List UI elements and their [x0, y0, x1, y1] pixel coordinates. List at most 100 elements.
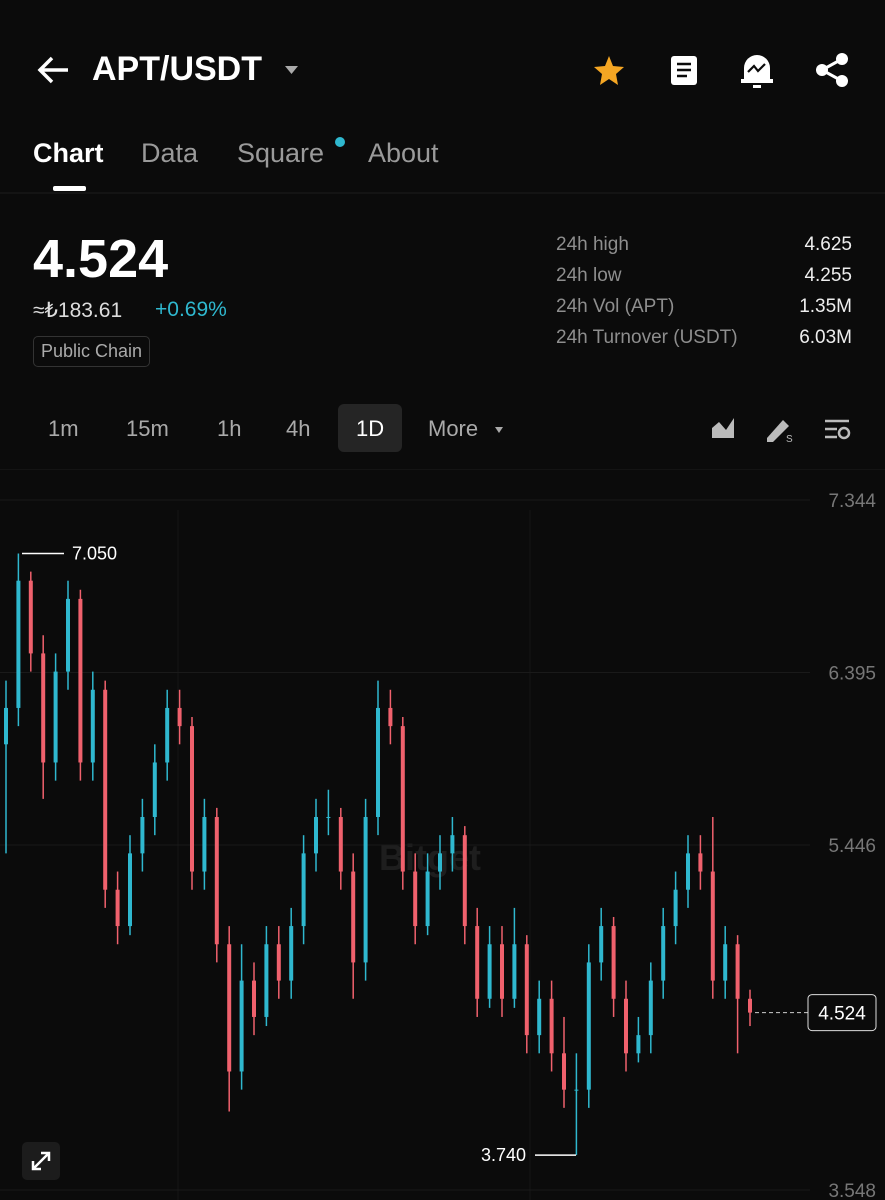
- low-marker-label: 3.740: [481, 1145, 526, 1165]
- chart-type-icon[interactable]: [710, 418, 736, 440]
- interval[interactable]: 15m: [126, 416, 169, 441]
- candle-body: [425, 871, 430, 927]
- stat-label: 24h high: [556, 234, 629, 255]
- candle-body: [239, 980, 244, 1072]
- candle-body: [376, 707, 380, 818]
- high-marker-label: 7.050: [72, 543, 117, 563]
- indicator-icon[interactable]: [825, 419, 851, 440]
- candle-body: [301, 853, 306, 927]
- price-chart: Bitget 7.3446.3955.4463.5487.0503.7404.5…: [0, 491, 877, 1200]
- candle-body: [388, 707, 393, 727]
- y-tick-label: 7.344: [828, 491, 876, 512]
- candle-body: [276, 944, 281, 981]
- candle-body: [673, 889, 678, 927]
- candle-body: [400, 726, 405, 872]
- last-price-box: [807, 994, 877, 1032]
- candle-body: [735, 944, 740, 999]
- candle-body: [710, 871, 715, 981]
- pair-title[interactable]: APT/USDT: [92, 50, 262, 88]
- svg-text:S: S: [786, 434, 793, 445]
- interval[interactable]: 1D: [356, 416, 385, 441]
- candle-body: [103, 689, 108, 890]
- stat-label: 24h Vol (APT): [556, 296, 675, 317]
- stat-label: 24h Turnover (USDT): [556, 327, 738, 348]
- candle-body: [165, 707, 170, 763]
- candle-body: [90, 689, 95, 763]
- candle-body: [152, 762, 157, 818]
- candle-body: [438, 853, 442, 872]
- candle-body: [177, 707, 182, 727]
- y-tick-label: 3.548: [828, 1181, 876, 1200]
- candle-body: [28, 580, 33, 654]
- interval-active-bg: [338, 404, 402, 452]
- last-price: 4.524: [33, 229, 169, 289]
- active-tab-indicator: [53, 186, 86, 191]
- tab[interactable]: Square: [237, 138, 325, 168]
- candle-body: [748, 998, 752, 1013]
- stat-value: 4.255: [804, 265, 852, 286]
- drawing-icon[interactable]: S: [767, 420, 793, 445]
- candle-body: [462, 835, 467, 927]
- candle-body: [202, 817, 207, 872]
- candle-body: [115, 889, 120, 927]
- alert-icon[interactable]: [741, 55, 773, 88]
- candle-body: [487, 944, 492, 999]
- tab[interactable]: Chart: [33, 138, 104, 168]
- candle-body: [252, 980, 256, 1017]
- candle-body: [686, 853, 690, 890]
- more-dropdown[interactable]: [495, 427, 503, 433]
- candle-body: [450, 835, 455, 854]
- category-tag[interactable]: Public Chain: [33, 336, 151, 367]
- candle-body: [289, 926, 294, 981]
- last-price-label: 4.524: [818, 1004, 866, 1025]
- pair-dropdown[interactable]: [285, 66, 298, 74]
- notes-icon[interactable]: [671, 56, 697, 85]
- candle-body: [636, 1035, 641, 1054]
- candle-body: [475, 926, 480, 999]
- candle-body: [512, 944, 517, 999]
- expand-button[interactable]: [22, 1142, 60, 1180]
- square-badge: [335, 137, 345, 147]
- candle-body: [537, 998, 542, 1036]
- fiat-price: ≈₺183.61: [33, 299, 123, 322]
- candle-body: [624, 998, 628, 1054]
- candle-body: [140, 817, 145, 854]
- candle-body: [574, 1089, 579, 1091]
- candle-body: [227, 944, 232, 1072]
- stat-value: 1.35M: [799, 296, 852, 317]
- candle-body: [78, 598, 83, 763]
- candle-body: [413, 871, 418, 927]
- candle-body: [524, 944, 529, 1036]
- candle-body: [661, 926, 666, 981]
- candle-body: [611, 926, 616, 999]
- stat-value: 4.625: [804, 234, 852, 255]
- candle-body: [562, 1053, 566, 1090]
- interval[interactable]: 4h: [286, 416, 311, 441]
- candle-body: [351, 871, 356, 963]
- candle-body: [66, 598, 70, 672]
- candle-body: [128, 853, 132, 927]
- y-tick-label: 5.446: [828, 836, 876, 857]
- favorite-star[interactable]: [594, 56, 624, 85]
- candle-body: [326, 817, 331, 819]
- share-icon[interactable]: [816, 53, 848, 87]
- candle-body: [53, 671, 58, 763]
- candle-body: [16, 580, 21, 708]
- candle-body: [363, 817, 368, 963]
- back-arrow[interactable]: [37, 56, 68, 84]
- candle-body: [500, 944, 504, 999]
- candle-body: [41, 653, 46, 763]
- candle-body: [599, 926, 604, 963]
- candle-body: [4, 707, 8, 745]
- interval[interactable]: More: [428, 416, 479, 441]
- y-tick-label: 6.395: [828, 664, 876, 685]
- tab[interactable]: Data: [141, 138, 199, 168]
- candle-body: [549, 998, 554, 1054]
- candle-body: [214, 817, 219, 945]
- interval[interactable]: 1m: [48, 416, 79, 441]
- interval[interactable]: 1h: [217, 416, 242, 441]
- candle-body: [190, 726, 194, 872]
- tab[interactable]: About: [368, 138, 439, 168]
- stat-value: 6.03M: [799, 327, 852, 348]
